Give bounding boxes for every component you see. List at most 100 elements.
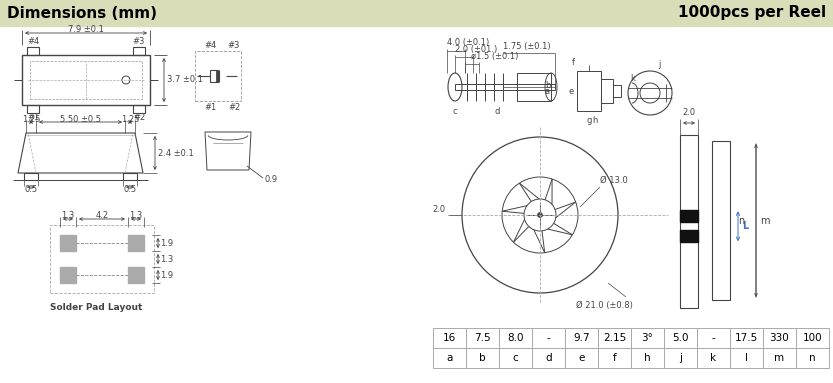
Text: f: f bbox=[612, 353, 616, 363]
Bar bbox=[680, 210, 698, 222]
Text: e: e bbox=[578, 353, 585, 363]
Text: l: l bbox=[745, 353, 748, 363]
Text: 2.0 (±01.): 2.0 (±01.) bbox=[455, 45, 497, 54]
Text: 17.5: 17.5 bbox=[735, 333, 758, 343]
Text: 7.9 ±0.1: 7.9 ±0.1 bbox=[68, 26, 104, 34]
Text: Solder Pad Layout: Solder Pad Layout bbox=[50, 303, 142, 312]
Text: ø1.5 (±0.1): ø1.5 (±0.1) bbox=[471, 52, 518, 61]
Text: 100: 100 bbox=[803, 333, 822, 343]
Text: e: e bbox=[569, 87, 574, 95]
Bar bbox=[466, 328, 499, 348]
Text: b: b bbox=[479, 353, 486, 363]
Text: a: a bbox=[446, 353, 452, 363]
Text: m: m bbox=[760, 216, 770, 226]
Text: 0.5: 0.5 bbox=[24, 185, 37, 195]
Bar bbox=[0, 0, 833, 26]
Bar bbox=[128, 267, 144, 283]
Bar bbox=[195, 51, 241, 101]
Bar bbox=[532, 328, 565, 348]
Text: 4.0 (±0.1): 4.0 (±0.1) bbox=[447, 38, 489, 47]
Bar bbox=[210, 70, 218, 82]
Bar bbox=[697, 348, 730, 368]
Text: m: m bbox=[775, 353, 785, 363]
Bar bbox=[433, 348, 466, 368]
Text: 1.3: 1.3 bbox=[129, 211, 142, 221]
Bar bbox=[455, 84, 555, 90]
Bar bbox=[60, 235, 76, 251]
Text: d: d bbox=[545, 353, 551, 363]
Text: 9.7: 9.7 bbox=[573, 333, 590, 343]
Text: k: k bbox=[711, 353, 716, 363]
Text: d: d bbox=[494, 107, 500, 116]
Text: 3°: 3° bbox=[641, 333, 653, 343]
Bar bbox=[466, 348, 499, 368]
Bar bbox=[532, 348, 565, 368]
Bar bbox=[712, 141, 730, 300]
Text: #1: #1 bbox=[27, 113, 39, 123]
Text: 1.75 (±0.1): 1.75 (±0.1) bbox=[503, 42, 551, 51]
Bar bbox=[613, 85, 621, 97]
Bar bbox=[796, 328, 829, 348]
Bar bbox=[631, 328, 664, 348]
Text: #1: #1 bbox=[204, 103, 216, 113]
Text: f: f bbox=[572, 58, 575, 67]
Text: c: c bbox=[452, 107, 457, 116]
Text: 330: 330 bbox=[770, 333, 790, 343]
Bar bbox=[796, 348, 829, 368]
Bar bbox=[24, 173, 38, 180]
Text: 1.9: 1.9 bbox=[160, 239, 173, 247]
Text: k: k bbox=[630, 74, 635, 83]
Bar bbox=[60, 267, 76, 283]
Text: n: n bbox=[809, 353, 816, 363]
Bar bbox=[598, 348, 631, 368]
Text: #3: #3 bbox=[227, 41, 240, 51]
Bar bbox=[433, 328, 466, 348]
Bar bbox=[22, 55, 150, 105]
Bar bbox=[730, 348, 763, 368]
Bar bbox=[730, 328, 763, 348]
Text: 2.4 ±0.1: 2.4 ±0.1 bbox=[158, 149, 194, 157]
Text: g: g bbox=[586, 116, 591, 125]
Text: 2.0: 2.0 bbox=[433, 206, 446, 214]
Text: -: - bbox=[711, 333, 716, 343]
Bar bbox=[517, 73, 551, 101]
Text: 3.7 ±0.1: 3.7 ±0.1 bbox=[167, 75, 203, 85]
Text: 16: 16 bbox=[443, 333, 456, 343]
Bar bbox=[631, 348, 664, 368]
Text: 2.0: 2.0 bbox=[682, 108, 696, 117]
Bar bbox=[601, 79, 613, 103]
Circle shape bbox=[537, 213, 542, 218]
Text: 0.5: 0.5 bbox=[123, 185, 137, 195]
Bar bbox=[499, 328, 532, 348]
Bar bbox=[27, 105, 39, 113]
Text: 5.0: 5.0 bbox=[672, 333, 689, 343]
Text: h: h bbox=[644, 353, 651, 363]
Bar bbox=[697, 328, 730, 348]
Text: j: j bbox=[658, 60, 661, 69]
Bar bbox=[499, 348, 532, 368]
Text: b: b bbox=[545, 80, 551, 90]
Bar bbox=[128, 235, 144, 251]
Text: Ø 21.0 (±0.8): Ø 21.0 (±0.8) bbox=[576, 301, 632, 310]
Text: #2: #2 bbox=[133, 113, 145, 123]
Bar bbox=[664, 348, 697, 368]
Bar bbox=[680, 230, 698, 242]
Text: 2.15: 2.15 bbox=[603, 333, 626, 343]
Bar bbox=[763, 328, 796, 348]
Text: Ø 13.0: Ø 13.0 bbox=[600, 176, 628, 185]
Text: a: a bbox=[545, 87, 550, 95]
Text: 1000pcs per Reel: 1000pcs per Reel bbox=[678, 5, 826, 21]
Text: -: - bbox=[546, 333, 551, 343]
Text: n: n bbox=[738, 216, 744, 226]
Text: 8.0: 8.0 bbox=[507, 333, 524, 343]
Bar bbox=[123, 173, 137, 180]
Text: h: h bbox=[592, 116, 598, 125]
Text: 4.2: 4.2 bbox=[96, 211, 108, 221]
Bar bbox=[577, 71, 601, 111]
Bar bbox=[664, 328, 697, 348]
Text: #4: #4 bbox=[27, 38, 39, 46]
Text: 1.25: 1.25 bbox=[121, 115, 139, 123]
Text: j: j bbox=[679, 353, 682, 363]
Bar bbox=[133, 47, 145, 55]
Bar bbox=[565, 328, 598, 348]
